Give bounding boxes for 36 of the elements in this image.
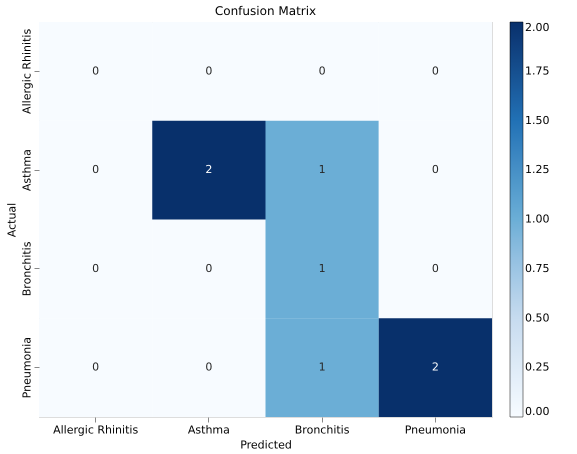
data-label: 0 (92, 262, 100, 275)
x-tick-label: Pneumonia (404, 424, 466, 436)
data-label: 0 (318, 64, 326, 78)
color-bar-label: 0.25 (525, 360, 550, 374)
data-label: 1 (318, 360, 326, 374)
y-tick-label: Pneumonia (20, 336, 34, 398)
y-tick-label: Asthma (20, 149, 34, 192)
x-axis-title: Predicted (240, 438, 292, 452)
data-label: 1 (318, 163, 326, 176)
x-tick-label: Bronchitis (294, 424, 350, 436)
data-label: 2 (432, 360, 439, 374)
color-bar-label: 1.00 (525, 212, 550, 226)
chart-title: Confusion Matrix (214, 4, 316, 18)
color-bar-label: 2.00 (525, 21, 550, 34)
color-bar-label: 1.25 (525, 163, 550, 176)
data-label: 0 (205, 262, 212, 275)
data-label: 0 (432, 262, 439, 275)
data-label: 0 (432, 64, 439, 78)
data-label: 0 (92, 163, 100, 176)
x-tick-label: Asthma (188, 424, 230, 436)
color-bar-label: 1.50 (525, 114, 550, 127)
data-label: 0 (205, 64, 212, 78)
y-tick-label: Allergic Rhinitis (20, 28, 34, 114)
color-bar-label: 0.50 (525, 311, 550, 324)
data-label: 0 (432, 163, 439, 176)
color-bar-label: 0.00 (525, 405, 550, 418)
y-tick-label: Bronchitis (20, 241, 34, 296)
data-label: 0 (92, 64, 100, 78)
data-label: 0 (205, 360, 212, 374)
data-label: 0 (92, 360, 100, 374)
color-bar-label: 0.75 (525, 262, 550, 275)
data-label: 2 (205, 163, 212, 176)
data-label: 1 (318, 262, 326, 275)
y-axis-title: Actual (6, 202, 18, 238)
color-bar-label: 1.75 (525, 64, 550, 78)
x-tick-label: Allergic Rhinitis (53, 424, 138, 436)
